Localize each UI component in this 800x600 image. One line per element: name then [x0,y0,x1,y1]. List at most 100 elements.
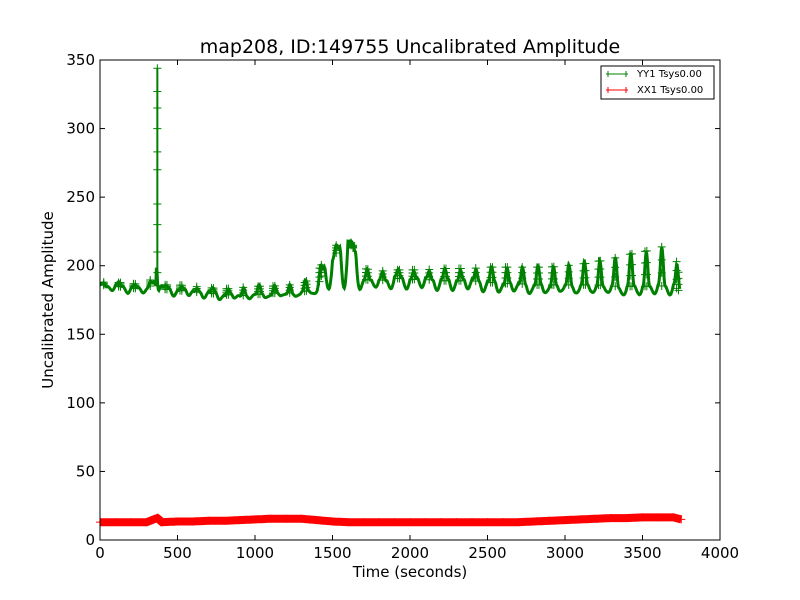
data-marker [611,253,620,262]
data-marker [564,261,573,270]
ticks: 0 500 1000 1500 2000 2500 3000 3500 4000 0 50 100 15… [66,51,739,562]
x-tick-label: 2500 [468,544,506,562]
data-marker [503,263,512,272]
x-tick-label: 1000 [236,544,274,562]
data-marker [657,268,666,277]
data-marker [158,518,166,527]
data-marker [627,282,636,291]
data-marker [627,260,636,269]
data-marker [153,124,162,133]
x-tick-label: 3500 [623,544,661,562]
y-tick-label: 50 [76,462,95,480]
data-marker [596,281,605,290]
data-marker [596,273,605,282]
data-marker [534,263,543,272]
data-marker [302,276,311,285]
data-marker [441,264,450,273]
data-marker [607,514,616,523]
data-marker [581,259,590,268]
data-marker [642,270,651,279]
data-marker [677,515,686,524]
data-marker [317,260,326,269]
data-marker [452,518,461,527]
data-marker [627,249,636,258]
data-marker [359,518,368,527]
data-marker [406,518,414,527]
y-tick-label: 300 [66,120,95,138]
data-marker [488,263,497,272]
data-marker [220,516,228,525]
data-marker [153,220,162,229]
data-marker [468,518,476,527]
data-marker [642,246,651,255]
series-layer [96,64,686,527]
data-marker [313,516,321,525]
data-marker [421,518,430,527]
data-marker [285,280,294,289]
data-marker [654,513,662,522]
data-marker [332,241,341,250]
data-marker [674,268,683,277]
y-tick-label: 100 [66,394,95,412]
data-marker [153,64,162,73]
series-yy1 [99,64,683,302]
legend-entry-yy1: YY1 Tsys0.00 [606,69,702,80]
data-marker [437,518,445,527]
data-marker [518,263,527,272]
data-marker [395,265,404,274]
data-marker [297,514,306,523]
data-marker [189,517,197,526]
data-marker [131,279,140,288]
x-tick-label: 0 [95,544,105,562]
data-marker [378,266,387,275]
x-tick-label: 3000 [546,544,584,562]
data-marker [235,516,244,525]
data-marker [270,281,279,290]
data-marker [111,518,120,527]
data-marker [153,87,162,96]
x-tick-label: 1500 [313,544,351,562]
series-line [99,239,682,302]
plot-frame [99,59,721,541]
data-marker [483,518,492,527]
data-marker [153,248,162,256]
data-marker [142,518,151,527]
data-marker [255,282,264,291]
data-marker [581,280,590,289]
data-marker [410,265,419,274]
data-marker [669,513,678,522]
data-marker [116,278,125,287]
data-marker [611,263,620,272]
data-marker [162,280,171,289]
y-tick-label: 250 [66,188,95,206]
data-marker [153,200,162,208]
data-marker [592,514,600,523]
data-marker [348,241,357,250]
data-marker [375,518,383,527]
data-marker [300,278,309,287]
data-marker [672,275,681,284]
data-marker [545,516,554,525]
data-marker [209,284,218,293]
data-marker [153,165,162,174]
x-axis-label: Time (seconds) [352,563,468,581]
data-marker [657,281,666,290]
data-marker [471,264,480,273]
chart-title: map208, ID:149755 Uncalibrated Amplitude [200,36,620,58]
data-marker [363,265,372,274]
data-marker [561,516,569,525]
data-marker [672,257,681,266]
data-marker [581,273,590,282]
data-marker [672,284,681,293]
data-marker [146,275,155,284]
data-marker [611,282,620,291]
data-marker [657,242,666,251]
data-marker [549,262,558,271]
data-marker [499,518,507,527]
data-marker [177,281,186,290]
data-marker [239,283,248,292]
y-tick-label: 0 [85,531,95,549]
data-marker [328,517,337,526]
data-marker [173,517,182,526]
